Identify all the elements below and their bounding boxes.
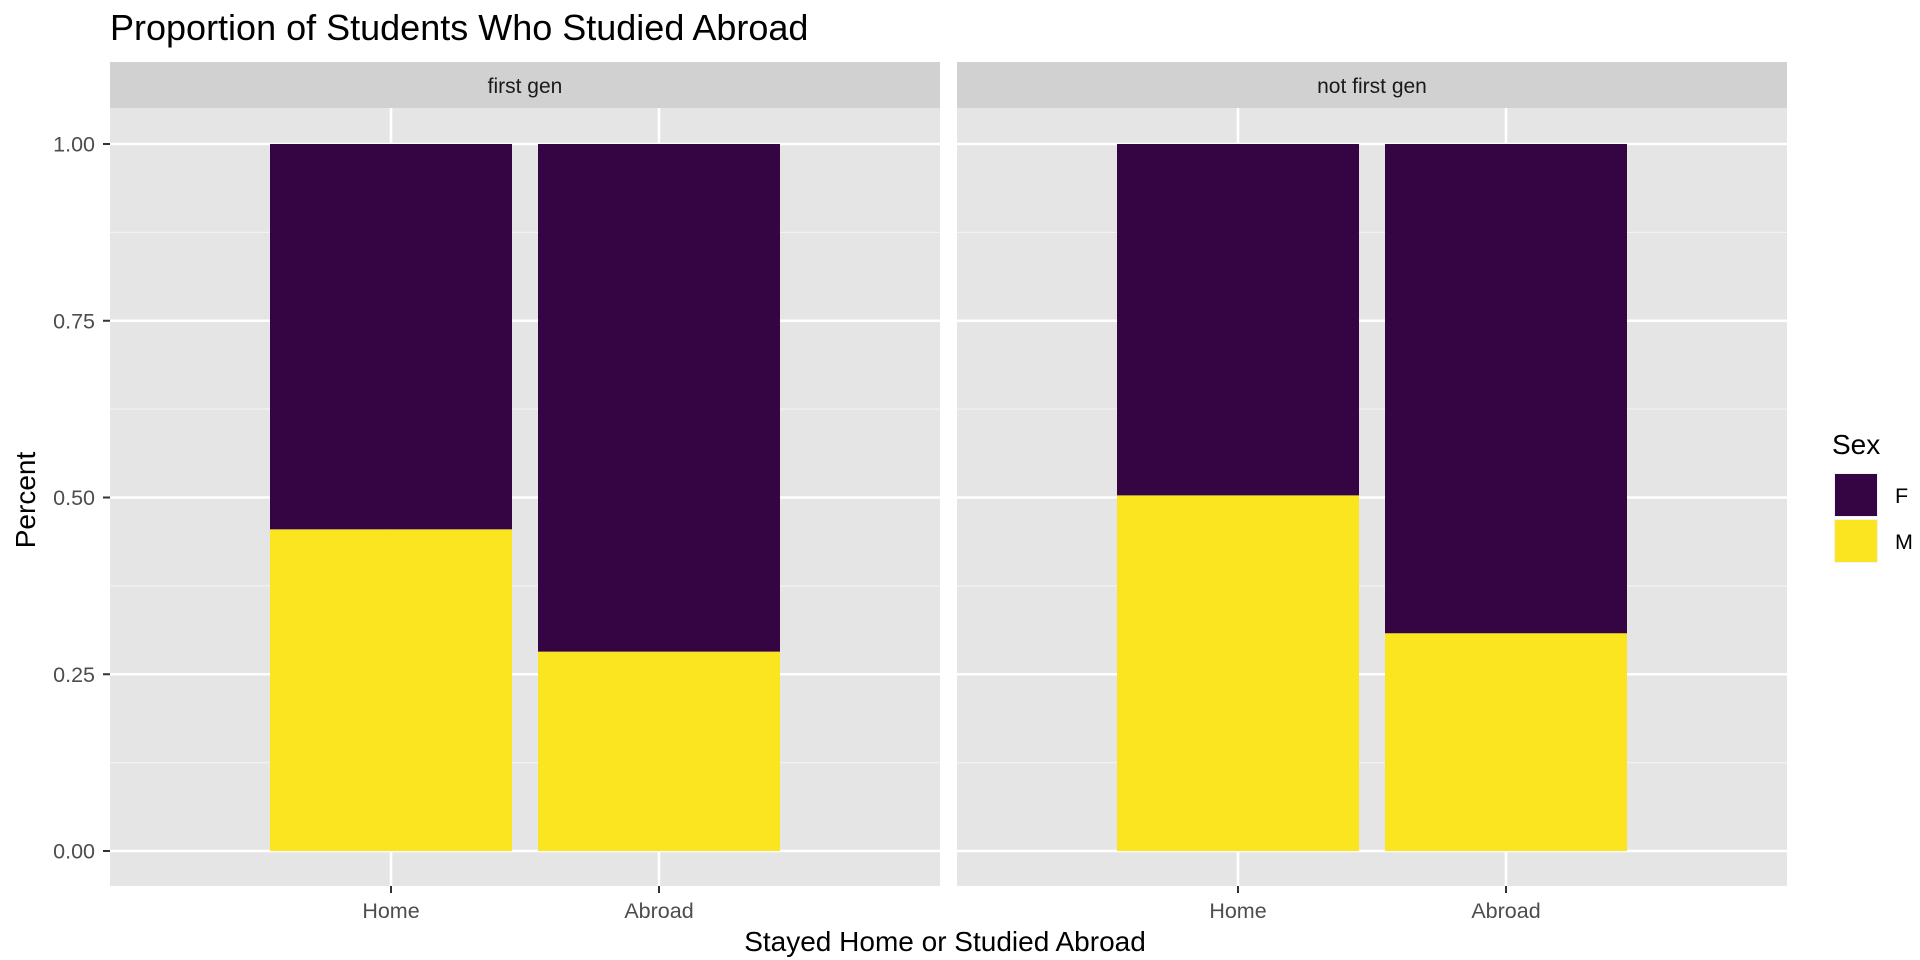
y-axis: 0.00 0.25 0.50 0.75 1.00 bbox=[53, 133, 110, 864]
facet-strip bbox=[957, 62, 1787, 108]
y-tick-label: 0.75 bbox=[53, 309, 95, 333]
bar-segment-m bbox=[538, 651, 780, 851]
legend-title: Sex bbox=[1832, 429, 1880, 460]
legend-key-f bbox=[1835, 474, 1877, 516]
y-tick-label: 0.25 bbox=[53, 663, 95, 687]
y-tick-label: 0.50 bbox=[53, 486, 95, 510]
bar-segment-f bbox=[1117, 144, 1359, 496]
facet-strip bbox=[110, 62, 940, 108]
bar-segment-f bbox=[538, 144, 780, 652]
bar-segment-m bbox=[1385, 633, 1627, 851]
x-tick-label: Home bbox=[1209, 899, 1266, 923]
bar-segment-m bbox=[270, 529, 512, 851]
y-axis-title: Percent bbox=[10, 452, 41, 549]
x-tick-label: Abroad bbox=[624, 899, 693, 923]
chart-title: Proportion of Students Who Studied Abroa… bbox=[110, 7, 808, 48]
y-tick-label: 1.00 bbox=[53, 133, 95, 157]
bar-segment-f bbox=[1385, 144, 1627, 634]
x-axis-title: Stayed Home or Studied Abroad bbox=[744, 926, 1146, 957]
facet-strip-label: first gen bbox=[488, 75, 563, 98]
facet-strip-label: not first gen bbox=[1317, 75, 1427, 98]
legend-key-m bbox=[1835, 520, 1877, 562]
y-tick-label: 0.00 bbox=[53, 840, 95, 864]
facet-panels: first gen not first gen bbox=[110, 62, 1787, 886]
x-tick-label: Home bbox=[362, 899, 419, 923]
bar-segment-m bbox=[1117, 495, 1359, 851]
legend-label: M bbox=[1895, 530, 1913, 554]
facet-panel: first gen bbox=[110, 62, 940, 886]
bar-segment-f bbox=[270, 144, 512, 530]
facet-panel: not first gen bbox=[957, 62, 1787, 886]
x-axis: Home Abroad Home Abroad bbox=[362, 886, 1541, 923]
x-tick-label: Abroad bbox=[1471, 899, 1540, 923]
legend: Sex FM bbox=[1832, 429, 1913, 563]
legend-label: F bbox=[1895, 484, 1908, 508]
